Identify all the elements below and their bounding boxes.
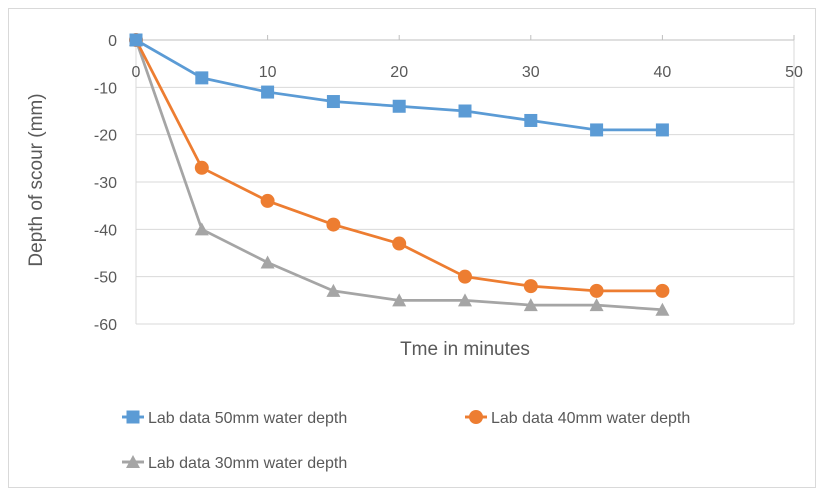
legend-marker bbox=[126, 410, 140, 424]
y-tick-label: -30 bbox=[94, 175, 117, 192]
legend-label: Lab data 40mm water depth bbox=[491, 410, 690, 427]
data-point bbox=[194, 222, 209, 236]
y-tick-label: -10 bbox=[94, 80, 117, 97]
legend-marker bbox=[126, 455, 140, 468]
series-line bbox=[135, 38, 663, 132]
data-point bbox=[129, 33, 143, 47]
data-point bbox=[260, 193, 275, 208]
data-point bbox=[458, 269, 472, 284]
x-tick-label: 10 bbox=[259, 64, 277, 81]
data-point bbox=[655, 302, 670, 316]
data-point bbox=[589, 283, 604, 298]
data-point bbox=[326, 95, 340, 109]
data-point bbox=[326, 283, 341, 297]
x-tick-label: 30 bbox=[522, 64, 540, 81]
chart-frame bbox=[8, 8, 816, 488]
legend-label: Lab data 30mm water depth bbox=[148, 455, 347, 472]
data-point bbox=[260, 255, 275, 269]
data-point bbox=[458, 104, 472, 118]
data-point bbox=[458, 293, 472, 307]
data-point bbox=[524, 113, 538, 127]
series-2 bbox=[129, 33, 670, 298]
legend-item-2: Lab data 40mm water depth bbox=[465, 410, 690, 427]
y-tick-label: -50 bbox=[94, 270, 117, 287]
data-point bbox=[194, 160, 209, 175]
data-point bbox=[655, 123, 669, 137]
data-point bbox=[392, 293, 407, 307]
x-tick-label: 0 bbox=[132, 64, 141, 81]
legend-item-3: Lab data 30mm water depth bbox=[122, 455, 347, 472]
data-point bbox=[392, 99, 406, 113]
axes bbox=[135, 35, 795, 324]
data-point bbox=[523, 279, 538, 294]
data-point bbox=[326, 217, 341, 232]
data-point bbox=[590, 123, 604, 137]
x-tick-label: 40 bbox=[654, 64, 672, 81]
data-point bbox=[392, 236, 407, 251]
data-point bbox=[655, 283, 670, 298]
x-tick-label: 50 bbox=[785, 64, 803, 81]
data-point bbox=[195, 71, 209, 85]
series-1 bbox=[129, 33, 669, 137]
legend: Lab data 50mm water depth Lab data 40mm w… bbox=[122, 410, 690, 472]
y-tick-label: -60 bbox=[94, 317, 117, 334]
y-tick-label: -20 bbox=[94, 128, 117, 145]
data-point bbox=[261, 85, 275, 99]
series-layer bbox=[129, 33, 670, 316]
legend-item-1: Lab data 50mm water depth bbox=[122, 410, 347, 427]
x-axis-title: Tme in minutes bbox=[400, 339, 530, 360]
legend-label: Lab data 50mm water depth bbox=[148, 410, 347, 427]
x-tick-label: 20 bbox=[390, 64, 408, 81]
y-axis-title: Depth of scour (mm) bbox=[26, 93, 47, 266]
y-tick-label: -40 bbox=[94, 222, 117, 239]
data-point bbox=[589, 298, 604, 312]
y-tick-label: 0 bbox=[108, 33, 117, 50]
legend-marker bbox=[469, 410, 483, 424]
tick-labels: 0 -10 -20 -30 -40 -50 -60 0 10 20 30 40 50 bbox=[94, 33, 803, 334]
data-point bbox=[523, 298, 538, 312]
